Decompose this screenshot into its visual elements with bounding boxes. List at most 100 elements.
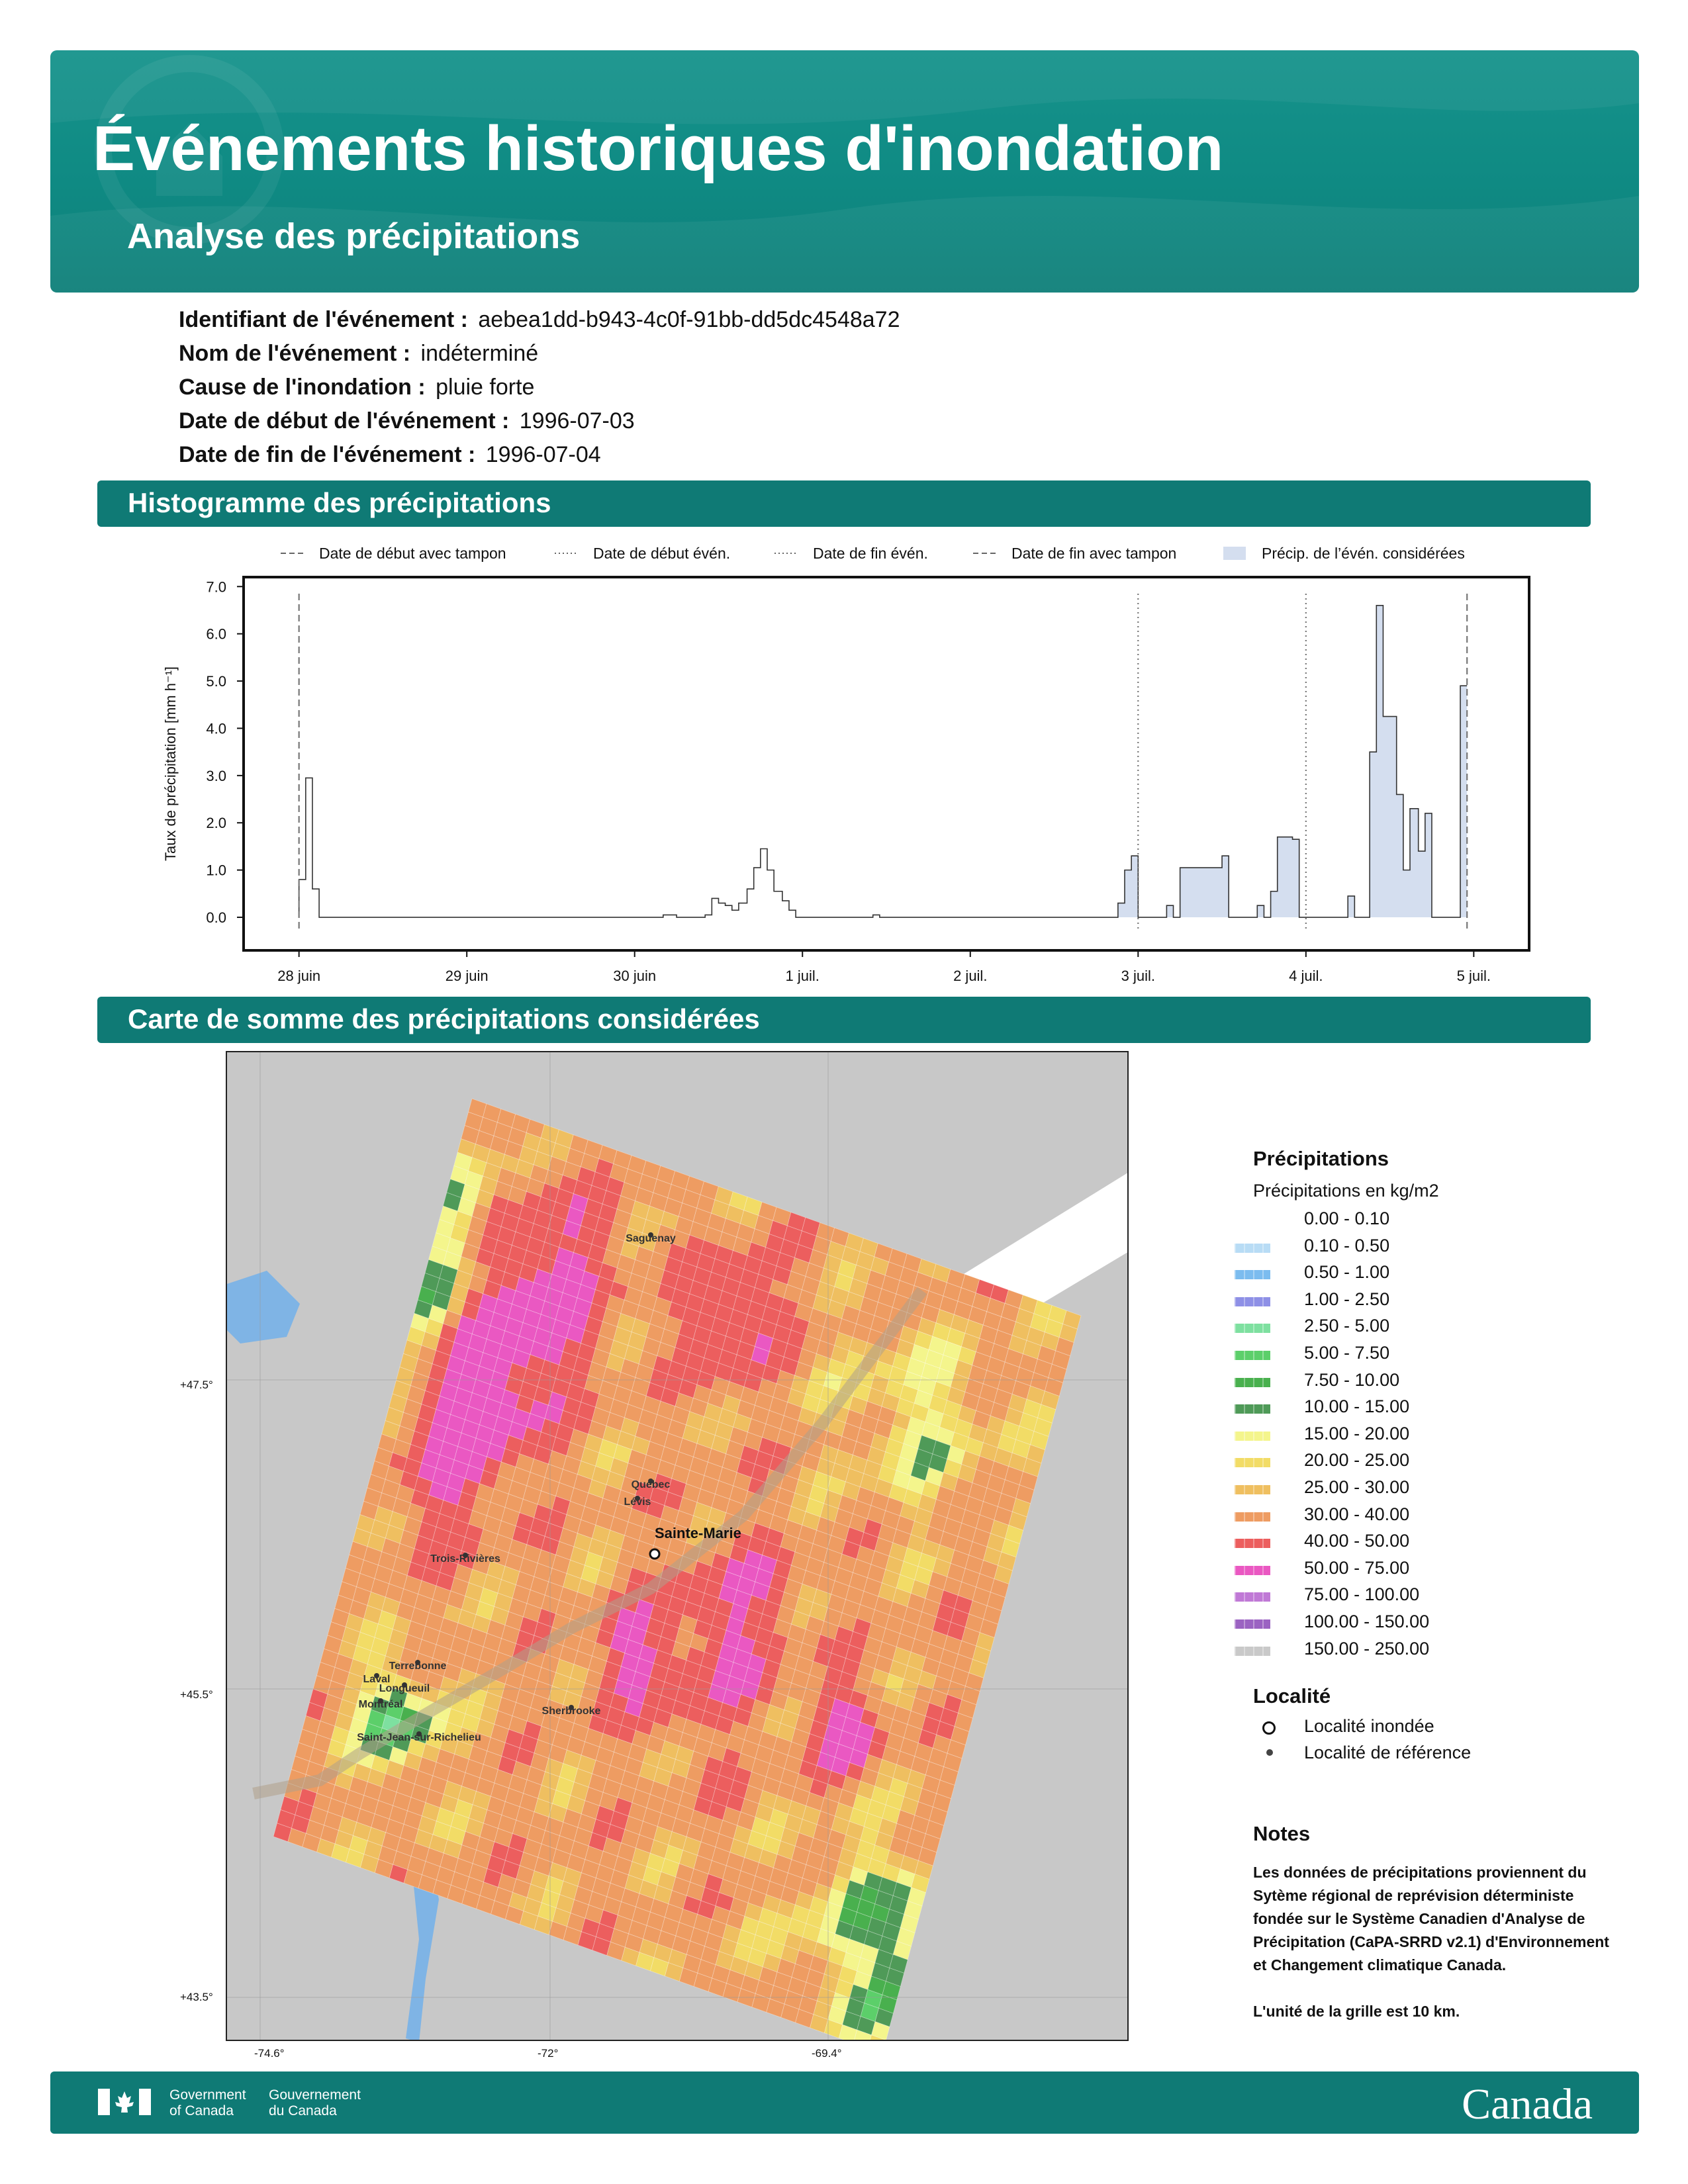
lat-tick-45-5: +45.5° [180, 1688, 213, 1701]
grid-cutoff [227, 1052, 1127, 1105]
legend-bin-label: 0.00 - 0.10 [1304, 1208, 1390, 1228]
gov-en-line2: of Canada [169, 2103, 234, 2118]
legend-bin-label: 20.00 - 25.00 [1304, 1450, 1410, 1471]
legend-bin-swatch [1235, 1565, 1270, 1575]
legend-bin-label: 1.00 - 2.50 [1304, 1289, 1390, 1309]
canada-wordmark: Canada [1462, 2080, 1593, 2128]
x-axis: 28 juin 29 juin 30 juin 1 juil. 2 juil. 3 jui… [277, 950, 1491, 984]
legend-entry-label: Date de fin avec tampon [1011, 545, 1176, 562]
x-tick-label: 5 juil. [1457, 968, 1491, 984]
legend-entry-label: Date de fin évén. [813, 545, 928, 562]
precip-grid [273, 1098, 1082, 2040]
reference-locality-dot [463, 1553, 468, 1558]
legend-bin-label: 75.00 - 100.00 [1304, 1584, 1420, 1605]
x-tick-label: 4 juil. [1289, 968, 1323, 984]
legend-bin-swatch [1235, 1351, 1270, 1360]
section-histogram-header: Histogramme des précipitations [97, 480, 1591, 527]
grid-cell [838, 2024, 858, 2040]
legend-bin-swatch [1235, 1431, 1270, 1441]
reference-locality-dot [378, 1698, 383, 1704]
legend-bin-swatch [1235, 1297, 1270, 1306]
event-name-label: Nom de l'événement : [179, 341, 411, 366]
legend-bin-swatch [1235, 1539, 1270, 1549]
reference-locality-label: Laval [363, 1674, 391, 1685]
page-subtitle: Analyse des précipitations [127, 216, 581, 256]
reference-locality-marker-icon [1266, 1749, 1273, 1756]
notes-title: Notes [1253, 1822, 1311, 1845]
considered-precip-area [1117, 605, 1468, 918]
y-tick-label: 7.0 [206, 578, 226, 595]
legend-bin-swatch [1235, 1377, 1270, 1387]
event-name-value: indéterminé [420, 341, 539, 366]
reference-locality-dot [569, 1705, 574, 1710]
x-tick-label: 2 juil. [953, 968, 987, 984]
x-tick-label: 28 juin [277, 968, 320, 984]
legend-bin-label: 40.00 - 50.00 [1304, 1531, 1410, 1551]
legend-bin-label: 25.00 - 30.00 [1304, 1477, 1410, 1497]
event-start-value: 1996-07-03 [519, 408, 635, 433]
y-tick-label: 0.0 [206, 909, 226, 926]
legend-bin-swatch [1235, 1646, 1270, 1656]
y-axis-label: Taux de précipitation [mm h⁻¹] [162, 666, 179, 861]
legend-flooded-label: Localité inondée [1304, 1716, 1434, 1736]
reference-locality-label: Trois-Rivières [430, 1553, 500, 1565]
x-tick-label: 1 juil. [786, 968, 820, 984]
legend-bin-label: 150.00 - 250.00 [1304, 1638, 1430, 1659]
y-axis: 0.0 1.0 2.0 3.0 4.0 5.0 6.0 7.0 [206, 578, 244, 926]
reference-locality-dot [374, 1673, 379, 1678]
lon-tick-69-4: -69.4° [812, 2047, 842, 2060]
lat-tick-47-5: +47.5° [180, 1379, 213, 1391]
grid-cell [854, 2029, 872, 2040]
legend-bin-label: 30.00 - 40.00 [1304, 1504, 1410, 1524]
reference-locality-dot [415, 1660, 420, 1665]
precipitation-histogram: Date de début avec tampon Date de début é… [162, 545, 1530, 984]
legend-bin-label: 0.10 - 0.50 [1304, 1235, 1390, 1255]
legend-bin-swatch [1235, 1458, 1270, 1468]
y-tick-label: 5.0 [206, 673, 226, 690]
grid-cell [871, 2021, 890, 2040]
legend-bin-swatch [1235, 1619, 1270, 1629]
legend-entry-label: Date de début avec tampon [319, 545, 506, 562]
plot-frame [242, 576, 1530, 952]
gov-en-line1: Government [169, 2087, 246, 2103]
legend-bin-label: 100.00 - 150.00 [1304, 1612, 1430, 1631]
event-cause-label: Cause de l'inondation : [179, 375, 426, 400]
legend-bin-swatch [1235, 1243, 1270, 1253]
event-start-label: Date de début de l'événement : [179, 408, 510, 433]
section-histogram-title: Histogramme des précipitations [128, 487, 551, 518]
legend-bin-label: 10.00 - 15.00 [1304, 1396, 1410, 1417]
reference-locality-label: Saguenay [626, 1233, 676, 1244]
map-canvas[interactable]: Saguenay Québec Lévis Trois-Rivières Terrebo… [227, 1052, 1129, 2041]
reference-locality-dot [416, 1731, 422, 1737]
lon-tick-72: -72° [538, 2047, 559, 2060]
st-lawrence-river [252, 1287, 927, 1799]
event-end-row: Date de fin de l'événement : 1996-07-04 [179, 442, 601, 468]
lat-tick-43-5: +43.5° [180, 1991, 213, 2003]
reference-locality-label: Terrebonne [389, 1661, 447, 1672]
legend-bin-label: 15.00 - 20.00 [1304, 1423, 1410, 1443]
legend-bin-swatch [1235, 1270, 1270, 1280]
legend-bin-swatch [1235, 1592, 1270, 1602]
precipitation-map[interactable]: Saguenay Québec Lévis Trois-Rivières Terrebo… [226, 1051, 1129, 2041]
event-id-label: Identifiant de l'événement : [179, 307, 468, 332]
reference-locality-dot [648, 1232, 653, 1238]
y-tick-label: 4.0 [206, 720, 226, 737]
reference-locality-label: Saint-Jean-sur-Richelieu [357, 1732, 481, 1743]
reference-locality-label: Québec [632, 1479, 671, 1490]
gov-en-text: Government of Canada [169, 2087, 246, 2119]
legend-bin-swatch [1235, 1324, 1270, 1334]
legend-bin-label: 5.00 - 7.50 [1304, 1343, 1390, 1363]
lake [227, 1271, 300, 1343]
legend-bin-swatch [1235, 1404, 1270, 1414]
event-end-value: 1996-07-04 [485, 442, 601, 467]
legend-swatch-fill [1223, 547, 1246, 560]
reference-locality-dot [648, 1479, 653, 1484]
reference-locality-dot [402, 1682, 407, 1688]
legend-locality-title: Localité [1253, 1684, 1331, 1707]
flooded-locality-marker-icon [1262, 1721, 1276, 1735]
legend-entry-label: Précip. de l’évén. considérées [1262, 545, 1465, 562]
grid-cell [870, 2034, 886, 2040]
reference-locality-label: Longueuil [379, 1683, 430, 1694]
legend-bin-label: 50.00 - 75.00 [1304, 1557, 1410, 1578]
legend-precip-subtitle: Précipitations en kg/m2 [1253, 1181, 1439, 1201]
